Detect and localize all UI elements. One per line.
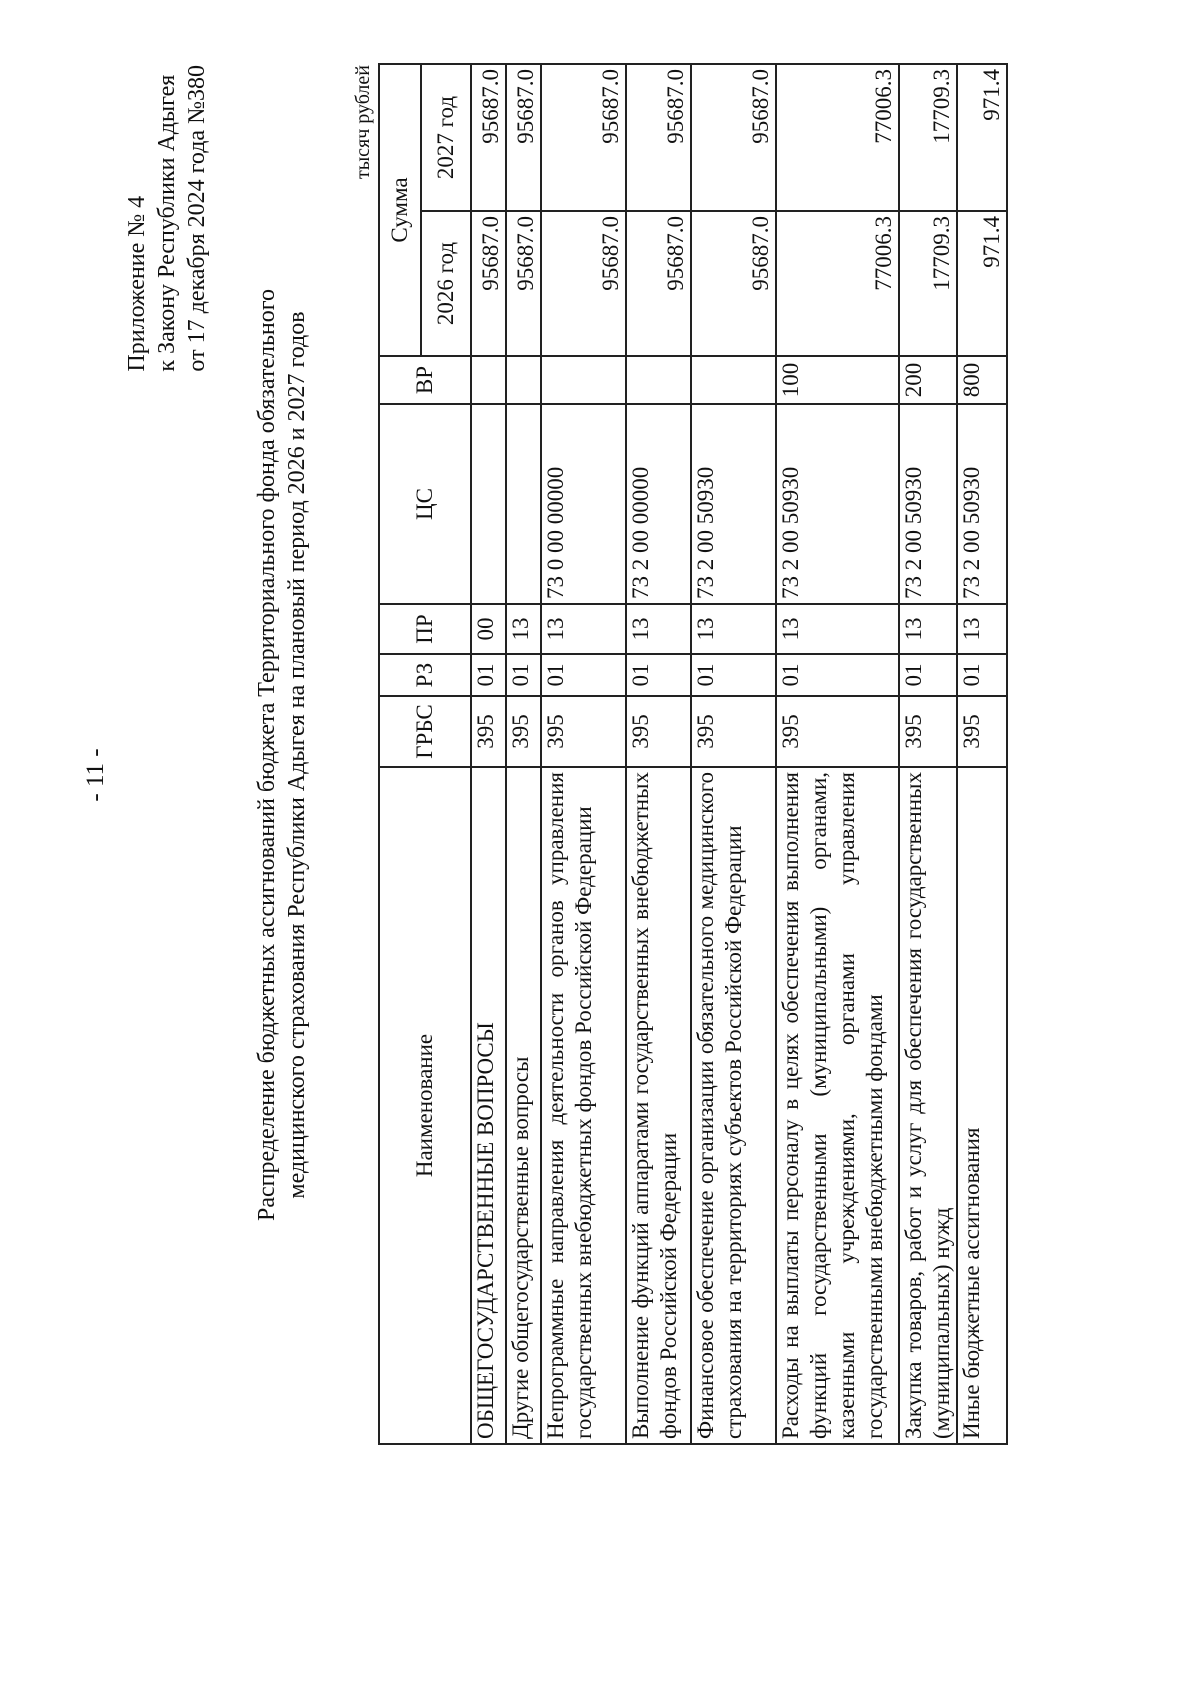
cell-grbs: 395 bbox=[626, 696, 691, 767]
header-cs: ЦС bbox=[379, 404, 471, 604]
table-row: ОБЩЕГОСУДАРСТВЕННЫЕ ВОПРОСЫ 395 01 00 95687.… bbox=[471, 64, 506, 1444]
cell-rz: 01 bbox=[506, 654, 541, 696]
title-line: Распределение бюджетных ассигнований бюд… bbox=[254, 288, 280, 1222]
cell-name: ОБЩЕГОСУДАРСТВЕННЫЕ ВОПРОСЫ bbox=[471, 767, 506, 1444]
header-2027: 2027 год bbox=[421, 64, 471, 211]
cell-cs bbox=[471, 404, 506, 604]
cell-y2027: 17709.3 bbox=[899, 64, 957, 211]
cell-y2026: 971.4 bbox=[957, 211, 1007, 356]
title-line: медицинского страхования Республики Адыг… bbox=[284, 311, 310, 1199]
cell-grbs: 395 bbox=[899, 696, 957, 767]
cell-pr: 13 bbox=[957, 604, 1007, 654]
cell-y2026: 95687.0 bbox=[691, 211, 776, 356]
table-row: Выполнение функций аппаратами государств… bbox=[626, 64, 691, 1444]
cell-y2026: 95687.0 bbox=[471, 211, 506, 356]
header-sum: Сумма bbox=[379, 64, 421, 356]
cell-name: Иные бюджетные ассигнования bbox=[957, 767, 1007, 1444]
cell-name: Выполнение функций аппаратами государств… bbox=[626, 767, 691, 1444]
cell-vr bbox=[626, 356, 691, 404]
cell-name: Закупка товаров, работ и услуг для обесп… bbox=[899, 767, 957, 1444]
cell-y2027: 95687.0 bbox=[471, 64, 506, 211]
header-2026: 2026 год bbox=[421, 211, 471, 356]
budget-table: Наименование ГРБС РЗ ПР ЦС ВР Сумма 2026… bbox=[378, 63, 1008, 1445]
header-vr: ВР bbox=[379, 356, 471, 404]
cell-y2027: 95687.0 bbox=[506, 64, 541, 211]
appendix-line: к Закону Республики Адыгея bbox=[154, 74, 180, 372]
cell-rz: 01 bbox=[957, 654, 1007, 696]
cell-vr: 200 bbox=[899, 356, 957, 404]
cell-rz: 01 bbox=[541, 654, 626, 696]
appendix-header: Приложение № 4 к Закону Республики Адыге… bbox=[122, 65, 212, 372]
cell-rz: 01 bbox=[691, 654, 776, 696]
appendix-line: Приложение № 4 bbox=[124, 195, 150, 372]
header-grbs: ГРБС bbox=[379, 696, 471, 767]
header-rz: РЗ bbox=[379, 654, 471, 696]
cell-y2027: 95687.0 bbox=[626, 64, 691, 211]
cell-pr: 00 bbox=[471, 604, 506, 654]
page-number: - 11 - bbox=[82, 748, 109, 802]
cell-grbs: 395 bbox=[776, 696, 899, 767]
header-pr: ПР bbox=[379, 604, 471, 654]
cell-pr: 13 bbox=[899, 604, 957, 654]
cell-grbs: 395 bbox=[691, 696, 776, 767]
cell-pr: 13 bbox=[691, 604, 776, 654]
cell-y2026: 17709.3 bbox=[899, 211, 957, 356]
cell-cs: 73 2 00 50930 bbox=[899, 404, 957, 604]
cell-grbs: 395 bbox=[506, 696, 541, 767]
cell-y2026: 95687.0 bbox=[506, 211, 541, 356]
cell-vr bbox=[471, 356, 506, 404]
cell-rz: 01 bbox=[626, 654, 691, 696]
document-title: Распределение бюджетных ассигнований бюд… bbox=[252, 65, 312, 1445]
cell-cs: 73 2 00 50930 bbox=[776, 404, 899, 604]
appendix-line: от 17 декабря 2024 года №380 bbox=[184, 65, 210, 372]
cell-vr bbox=[541, 356, 626, 404]
cell-pr: 13 bbox=[776, 604, 899, 654]
cell-pr: 13 bbox=[541, 604, 626, 654]
table-row: Финансовое обеспечение организации обяза… bbox=[691, 64, 776, 1444]
cell-cs: 73 0 00 00000 bbox=[541, 404, 626, 604]
table-row: Непрограммные направления деятельности о… bbox=[541, 64, 626, 1444]
cell-y2027: 971.4 bbox=[957, 64, 1007, 211]
cell-y2027: 77006.3 bbox=[776, 64, 899, 211]
table-row: Расходы на выплаты персоналу в целях обе… bbox=[776, 64, 899, 1444]
cell-pr: 13 bbox=[506, 604, 541, 654]
cell-name: Другие общегосударственные вопросы bbox=[506, 767, 541, 1444]
cell-cs: 73 2 00 50930 bbox=[957, 404, 1007, 604]
cell-rz: 01 bbox=[471, 654, 506, 696]
cell-y2027: 95687.0 bbox=[541, 64, 626, 211]
cell-rz: 01 bbox=[776, 654, 899, 696]
cell-grbs: 395 bbox=[541, 696, 626, 767]
units-label: тысяч рублей bbox=[352, 65, 374, 180]
cell-pr: 13 bbox=[626, 604, 691, 654]
cell-grbs: 395 bbox=[957, 696, 1007, 767]
cell-cs: 73 2 00 00000 bbox=[626, 404, 691, 604]
cell-name: Расходы на выплаты персоналу в целях обе… bbox=[776, 767, 899, 1444]
cell-y2026: 77006.3 bbox=[776, 211, 899, 356]
cell-vr bbox=[506, 356, 541, 404]
cell-vr: 100 bbox=[776, 356, 899, 404]
cell-vr bbox=[691, 356, 776, 404]
table-row: Закупка товаров, работ и услуг для обесп… bbox=[899, 64, 957, 1444]
cell-name: Финансовое обеспечение организации обяза… bbox=[691, 767, 776, 1444]
cell-name: Непрограммные направления деятельности о… bbox=[541, 767, 626, 1444]
table-row: Иные бюджетные ассигнования 395 01 13 73 2 0… bbox=[957, 64, 1007, 1444]
cell-rz: 01 bbox=[899, 654, 957, 696]
cell-y2027: 95687.0 bbox=[691, 64, 776, 211]
header-name: Наименование bbox=[379, 767, 471, 1444]
cell-vr: 800 bbox=[957, 356, 1007, 404]
table-row: Другие общегосударственные вопросы 395 01 1… bbox=[506, 64, 541, 1444]
cell-cs: 73 2 00 50930 bbox=[691, 404, 776, 604]
cell-cs bbox=[506, 404, 541, 604]
cell-grbs: 395 bbox=[471, 696, 506, 767]
cell-y2026: 95687.0 bbox=[626, 211, 691, 356]
cell-y2026: 95687.0 bbox=[541, 211, 626, 356]
